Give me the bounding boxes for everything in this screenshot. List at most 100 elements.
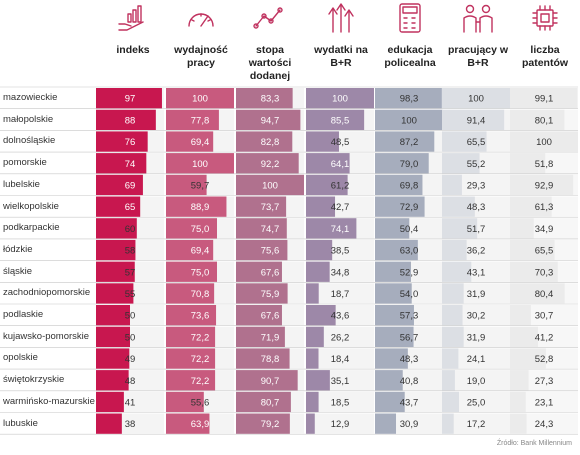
- bar: [236, 196, 287, 217]
- data-label: 69,8: [400, 180, 419, 191]
- bar: [510, 348, 546, 369]
- bar: [236, 174, 304, 196]
- bar: [375, 174, 423, 196]
- bar: [510, 283, 565, 304]
- data-label: 18,5: [331, 397, 350, 408]
- region-label: opolskie: [3, 352, 38, 364]
- data-label: 98,3: [400, 94, 419, 105]
- region-label: pomorskie: [3, 157, 47, 169]
- bar: [306, 239, 333, 261]
- data-label: 55,2: [467, 159, 486, 170]
- data-label: 59,7: [191, 180, 210, 191]
- data-label: 77,8: [191, 115, 210, 126]
- data-label: 80,7: [261, 397, 280, 408]
- bar: [375, 153, 429, 174]
- bar: [96, 239, 136, 261]
- bar: [166, 174, 207, 196]
- bar: [236, 348, 290, 369]
- chip-icon: [525, 0, 565, 36]
- bar-track: [442, 348, 510, 369]
- data-label: 17,2: [467, 419, 486, 430]
- bar: [442, 305, 463, 326]
- data-label: 24,3: [535, 419, 554, 430]
- bar: [96, 88, 162, 109]
- data-label: 56,7: [400, 332, 419, 343]
- data-label: 75,9: [261, 289, 280, 300]
- data-label: 30,9: [400, 419, 419, 430]
- region-label: śląskie: [3, 265, 33, 277]
- bar: [510, 261, 558, 282]
- data-label: 88: [125, 115, 136, 126]
- data-label: 67,6: [261, 267, 280, 278]
- data-label: 55: [125, 289, 136, 300]
- data-label: 79,2: [261, 419, 280, 430]
- bar: [306, 261, 330, 282]
- source-note: Źródło: Bank Millennium: [496, 440, 572, 447]
- bar: [96, 326, 130, 347]
- bar: [306, 413, 315, 434]
- bar: [236, 370, 298, 391]
- bar: [442, 326, 464, 347]
- bar: [306, 153, 350, 174]
- bar: [166, 218, 217, 239]
- bar: [442, 196, 475, 217]
- data-label: 51,7: [467, 224, 486, 235]
- data-label: 73,6: [191, 311, 210, 322]
- data-label: 92,2: [261, 159, 280, 170]
- data-label: 25,0: [467, 397, 486, 408]
- data-label: 99,1: [535, 94, 554, 105]
- bar: [166, 196, 227, 217]
- data-label: 87,2: [400, 137, 419, 148]
- data-label: 82,8: [261, 137, 280, 148]
- bar: [166, 109, 219, 130]
- data-label: 31,9: [467, 289, 486, 300]
- data-label: 80,4: [535, 289, 554, 300]
- data-label: 100: [536, 137, 552, 148]
- bar: [236, 153, 299, 174]
- data-label: 18,4: [331, 354, 350, 365]
- bar: [236, 326, 285, 347]
- data-label: 74,7: [261, 224, 280, 235]
- bar: [510, 305, 531, 326]
- calculator-icon: [390, 0, 430, 36]
- bar: [236, 283, 288, 304]
- data-label: 72,9: [400, 202, 419, 213]
- data-label: 94,7: [261, 115, 280, 126]
- bar: [306, 88, 374, 109]
- bar: [442, 239, 467, 261]
- data-label: 74: [125, 159, 136, 170]
- data-label: 69: [125, 180, 136, 191]
- bar: [96, 109, 156, 130]
- data-label: 60: [125, 224, 136, 235]
- data-label: 70,8: [191, 289, 210, 300]
- data-label: 65: [125, 202, 136, 213]
- data-label: 74,1: [331, 224, 350, 235]
- bar: [96, 283, 134, 304]
- data-label: 43,6: [331, 311, 350, 322]
- region-label: kujawsko-pomorskie: [3, 330, 90, 342]
- bar: [510, 370, 529, 391]
- data-label: 41: [125, 397, 136, 408]
- data-label: 72,2: [191, 354, 210, 365]
- data-label: 83,3: [261, 94, 280, 105]
- bar-track: [306, 413, 374, 434]
- data-label: 40,8: [400, 376, 419, 387]
- column-header: wydatki na B+R: [314, 44, 368, 69]
- growth-hand-icon: [113, 0, 153, 36]
- bar: [96, 174, 143, 196]
- data-label: 18,7: [331, 289, 350, 300]
- region-label: warmińsko-mazurskie: [3, 395, 95, 407]
- researchers-icon: [458, 0, 498, 36]
- bar: [375, 88, 442, 109]
- bar: [96, 348, 130, 369]
- bar: [510, 109, 565, 130]
- bar: [442, 153, 480, 174]
- column-header: stopa wartości dodanej: [248, 44, 292, 82]
- rising-arrows-icon: [321, 0, 361, 36]
- bar: [442, 174, 462, 196]
- data-label: 100: [401, 115, 417, 126]
- bar: [96, 261, 135, 282]
- bar-track: [306, 391, 374, 413]
- bar: [510, 413, 527, 434]
- region-label: mazowieckie: [3, 92, 58, 103]
